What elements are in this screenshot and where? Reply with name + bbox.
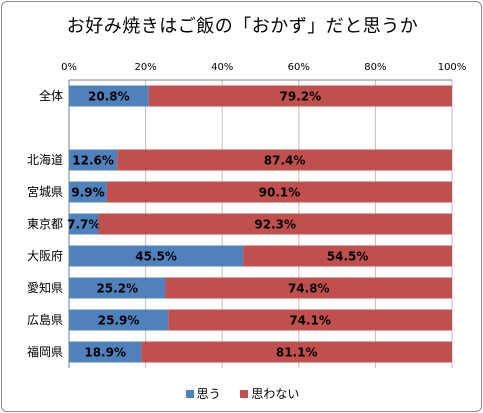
data-label: 25.2%	[96, 282, 138, 296]
category-label: 宮城県	[27, 184, 63, 199]
bar-segment-series-2	[165, 277, 453, 299]
data-label: 90.1%	[259, 186, 301, 200]
x-tick-label: 20%	[134, 62, 156, 73]
bar-segment-series-1	[69, 341, 142, 363]
legend-label-series-2: 思わない	[251, 387, 300, 401]
bar-segment-series-1	[69, 149, 118, 171]
category-label: 東京都	[27, 217, 63, 231]
data-label: 87.4%	[264, 154, 306, 168]
chart-legend: 思う 思わない	[2, 385, 483, 402]
data-label: 18.9%	[84, 346, 126, 360]
bar-segment-series-1	[69, 85, 149, 107]
category-label: 北海道	[27, 152, 63, 167]
data-label: 74.1%	[289, 314, 331, 328]
legend-label-series-1: 思う	[196, 387, 221, 401]
bar-segment-series-2	[141, 341, 452, 363]
legend-swatch-series-2	[240, 389, 249, 398]
data-label: 25.9%	[98, 314, 140, 328]
bar-segment-series-1	[69, 213, 99, 235]
legend-item-series-2: 思わない	[240, 385, 299, 402]
data-label: 79.2%	[280, 90, 322, 104]
legend-item-series-1: 思う	[185, 385, 221, 402]
chart-title: お好み焼きはご飯の「おかず」だと思うか	[66, 16, 419, 37]
category-label: 広島県	[27, 312, 63, 327]
bar-segment-series-2	[148, 85, 452, 107]
bar-segment-series-2	[117, 149, 453, 171]
data-label: 20.8%	[88, 90, 130, 104]
x-tick-label: 100%	[438, 62, 467, 73]
category-label: 愛知県	[27, 281, 63, 295]
bar-segment-series-2	[243, 245, 452, 267]
data-label: 45.5%	[135, 250, 177, 264]
data-label: 12.6%	[72, 154, 114, 168]
x-tick-label: 80%	[364, 62, 386, 73]
x-tick-label: 60%	[288, 62, 310, 73]
category-label: 福岡県	[27, 344, 63, 359]
legend-swatch-series-1	[185, 389, 194, 398]
bar-segment-series-2	[168, 309, 452, 331]
data-label: 92.3%	[254, 218, 296, 232]
data-label: 54.5%	[327, 250, 369, 264]
bar-segment-series-2	[98, 213, 452, 235]
x-tick-label: 0%	[61, 62, 77, 73]
bar-segment-series-1	[69, 181, 107, 203]
data-label: 7.7%	[67, 218, 100, 232]
data-label: 81.1%	[276, 346, 318, 360]
data-label: 74.8%	[288, 282, 330, 296]
x-tick-label: 40%	[211, 62, 233, 73]
category-label: 全体	[39, 88, 63, 103]
bar-segment-series-2	[106, 181, 453, 203]
bar-segment-series-1	[69, 245, 244, 267]
bar-segment-series-1	[69, 277, 166, 299]
bar-segment-series-1	[69, 309, 169, 331]
data-label: 9.9%	[71, 186, 104, 200]
category-label: 大阪府	[27, 248, 63, 263]
